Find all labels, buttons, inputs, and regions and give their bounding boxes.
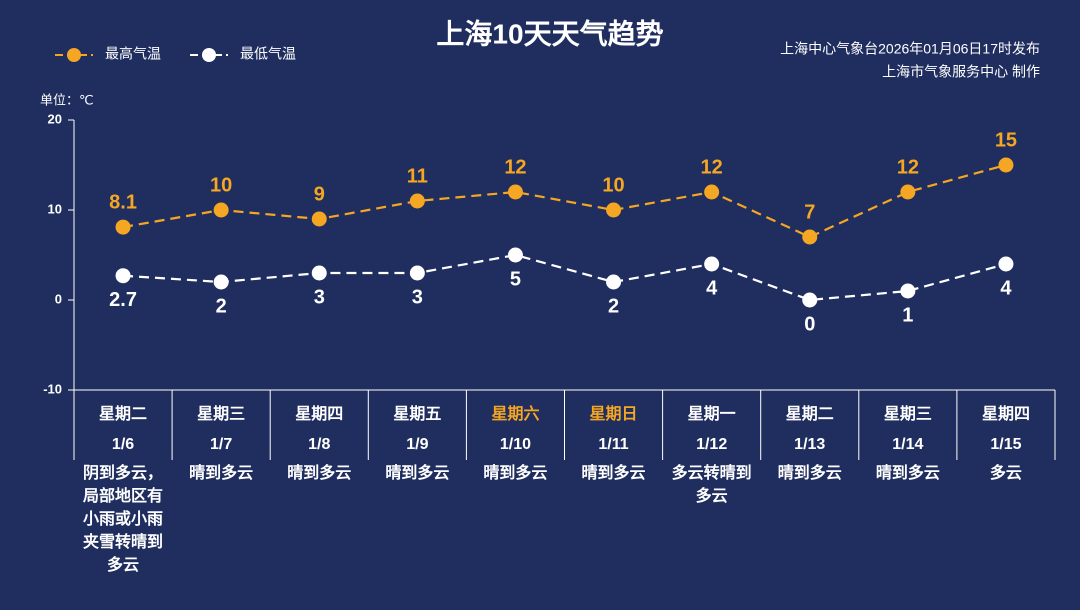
data-point [900, 184, 916, 200]
data-label: 2 [608, 295, 619, 317]
x-tick-label: 1/11 [598, 436, 628, 453]
data-point [311, 211, 327, 227]
data-label: 12 [897, 156, 919, 178]
data-label: 3 [412, 286, 423, 308]
data-point [409, 193, 425, 209]
data-label: 12 [701, 156, 723, 178]
data-label: 4 [1000, 277, 1012, 299]
data-point [802, 292, 818, 308]
weekday-label: 星期二 [99, 404, 147, 423]
data-point [606, 274, 622, 290]
weather-text: 晴到多云 [189, 465, 254, 482]
data-point [213, 202, 229, 218]
weather-text: 多云转晴到多云 [671, 465, 752, 505]
x-tick-label: 1/9 [406, 436, 428, 453]
weather-text: 晴到多云 [483, 465, 548, 482]
x-tick-label: 1/15 [990, 436, 1021, 453]
data-point [507, 184, 523, 200]
x-tick-label: 1/14 [892, 436, 923, 453]
weather-text: 多云 [989, 465, 1022, 482]
legend-label: 最高气温 [105, 46, 161, 62]
data-point [998, 157, 1014, 173]
data-label: 4 [706, 277, 718, 299]
data-point [606, 202, 622, 218]
y-tick-label: -10 [43, 381, 62, 396]
weekday-label: 星期五 [393, 404, 441, 423]
y-tick-label: 0 [55, 291, 62, 306]
legend-marker [67, 48, 81, 62]
weekday-label: 星期二 [786, 404, 834, 423]
data-point [507, 247, 523, 263]
legend-label: 最低气温 [240, 46, 296, 62]
data-point [409, 265, 425, 281]
data-point [311, 265, 327, 281]
source-line: 上海市气象服务中心 制作 [882, 64, 1040, 80]
data-label: 11 [407, 165, 428, 187]
data-label: 7 [804, 201, 815, 223]
data-point [802, 229, 818, 245]
data-label: 1 [902, 304, 913, 326]
data-label: 0 [804, 313, 815, 335]
x-tick-label: 1/6 [112, 436, 134, 453]
y-tick-label: 10 [48, 201, 62, 216]
x-tick-label: 1/13 [794, 436, 825, 453]
x-tick-label: 1/7 [210, 436, 232, 453]
data-point [213, 274, 229, 290]
data-point [704, 256, 720, 272]
weekday-label: 星期一 [688, 404, 736, 423]
weekday-label: 星期三 [197, 404, 245, 423]
data-label: 5 [510, 268, 521, 290]
data-point [704, 184, 720, 200]
data-point [900, 283, 916, 299]
weekday-label: 星期六 [491, 404, 539, 423]
y-tick-label: 20 [48, 111, 62, 126]
weekday-label: 星期四 [982, 404, 1030, 423]
x-tick-label: 1/10 [500, 436, 531, 453]
x-tick-label: 1/12 [696, 436, 727, 453]
data-point [115, 268, 131, 284]
data-label: 12 [504, 156, 526, 178]
data-label: 10 [602, 174, 624, 196]
weather-text: 晴到多云 [875, 465, 940, 482]
data-point [115, 219, 131, 235]
series-line [122, 253, 1007, 302]
data-label: 3 [314, 286, 325, 308]
x-tick-label: 1/8 [308, 436, 330, 453]
data-point [998, 256, 1014, 272]
data-label: 2 [216, 295, 227, 317]
weather-text: 晴到多云 [581, 465, 646, 482]
data-label: 9 [314, 183, 325, 205]
data-label: 2.7 [109, 289, 137, 311]
unit-label: 单位：℃ [40, 92, 94, 107]
data-label: 8.1 [109, 191, 137, 213]
weekday-label: 星期四 [295, 404, 343, 423]
source-line: 上海中心气象台2026年01月06日17时发布 [780, 41, 1040, 57]
weekday-label: 星期三 [884, 404, 932, 423]
weather-text: 晴到多云 [287, 465, 352, 482]
series-line [122, 163, 1007, 239]
chart-title: 上海10天天气趋势 [436, 18, 663, 49]
weather-text: 阴到多云，局部地区有小雨或小雨夹雪转晴到多云 [83, 465, 164, 574]
data-label: 15 [995, 129, 1017, 151]
legend-marker [202, 48, 216, 62]
weather-text: 晴到多云 [777, 465, 842, 482]
data-label: 10 [210, 174, 232, 196]
weather-text: 晴到多云 [385, 465, 450, 482]
weekday-label: 星期日 [590, 404, 638, 423]
